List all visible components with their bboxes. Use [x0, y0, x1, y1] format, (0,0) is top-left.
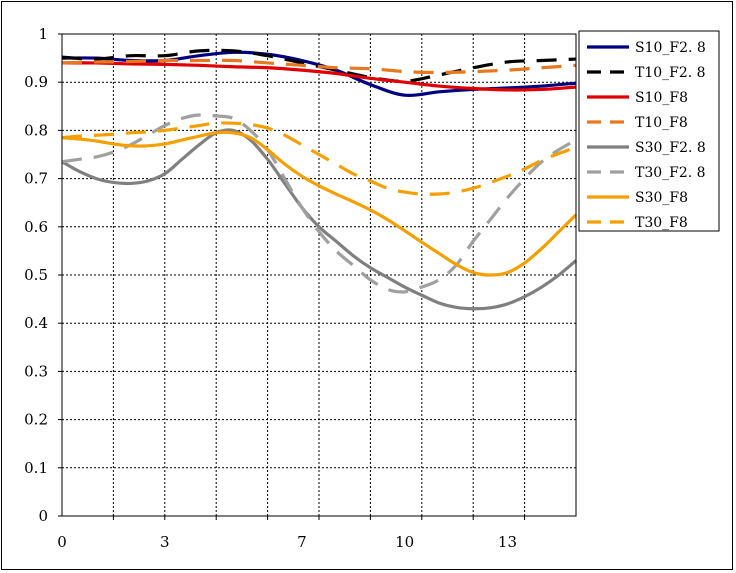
x-tick-label: 3 [160, 533, 170, 551]
y-tick-label: 1 [38, 25, 48, 43]
series-line-t10-f8 [61, 58, 577, 75]
legend-label-t30-f2-8: T30_F2. 8 [635, 165, 706, 181]
legend-label-s10-f2-8: S10_F2. 8 [635, 40, 706, 56]
legend-label-t10-f2-8: T10_F2. 8 [635, 65, 706, 81]
y-tick-label: 0 [38, 507, 48, 525]
legend-label-t10-f8: T10_F8 [635, 115, 688, 131]
legend-label-s30-f2-8: S30_F2. 8 [635, 140, 706, 156]
legend-label-s10-f8: S10_F8 [635, 90, 688, 106]
legend-label-s30-f8: S30_F8 [635, 190, 688, 206]
series-line-s10-f8 [61, 61, 577, 92]
y-tick-label: 0.9 [24, 73, 48, 91]
series-line-s30-f2-8 [61, 128, 578, 311]
y-tick-label: 0.5 [24, 266, 48, 284]
y-tick-label: 0.2 [24, 411, 48, 429]
y-tick-label: 0.3 [24, 362, 48, 380]
legend: S10_F2. 8 T10_F2. 8 S10_F8 T10_F8 S30_F2. 8 T… [578, 30, 720, 232]
y-tick-label: 0.1 [24, 459, 48, 477]
y-tick-label: 0.4 [24, 314, 48, 332]
series-layer [61, 48, 578, 311]
x-tick-label: 10 [395, 533, 414, 551]
series-line-t30-f8 [61, 121, 577, 196]
grid [62, 34, 576, 516]
x-tick-label: 7 [297, 533, 307, 551]
series-line-s30-f8 [61, 130, 578, 277]
x-tick-label: 0 [57, 533, 67, 551]
y-tick-label: 0.7 [24, 170, 48, 188]
x-tick-label: 13 [498, 533, 517, 551]
series-line-t30-f2-8 [61, 113, 577, 294]
axis-ticks: 00.10.20.30.40.50.60.70.80.910 3 7 10 13 [24, 25, 526, 551]
y-tick-label: 0.8 [24, 121, 48, 139]
legend-label-t30-f8: T30_F8 [635, 215, 688, 231]
y-tick-label: 0.6 [24, 218, 48, 236]
